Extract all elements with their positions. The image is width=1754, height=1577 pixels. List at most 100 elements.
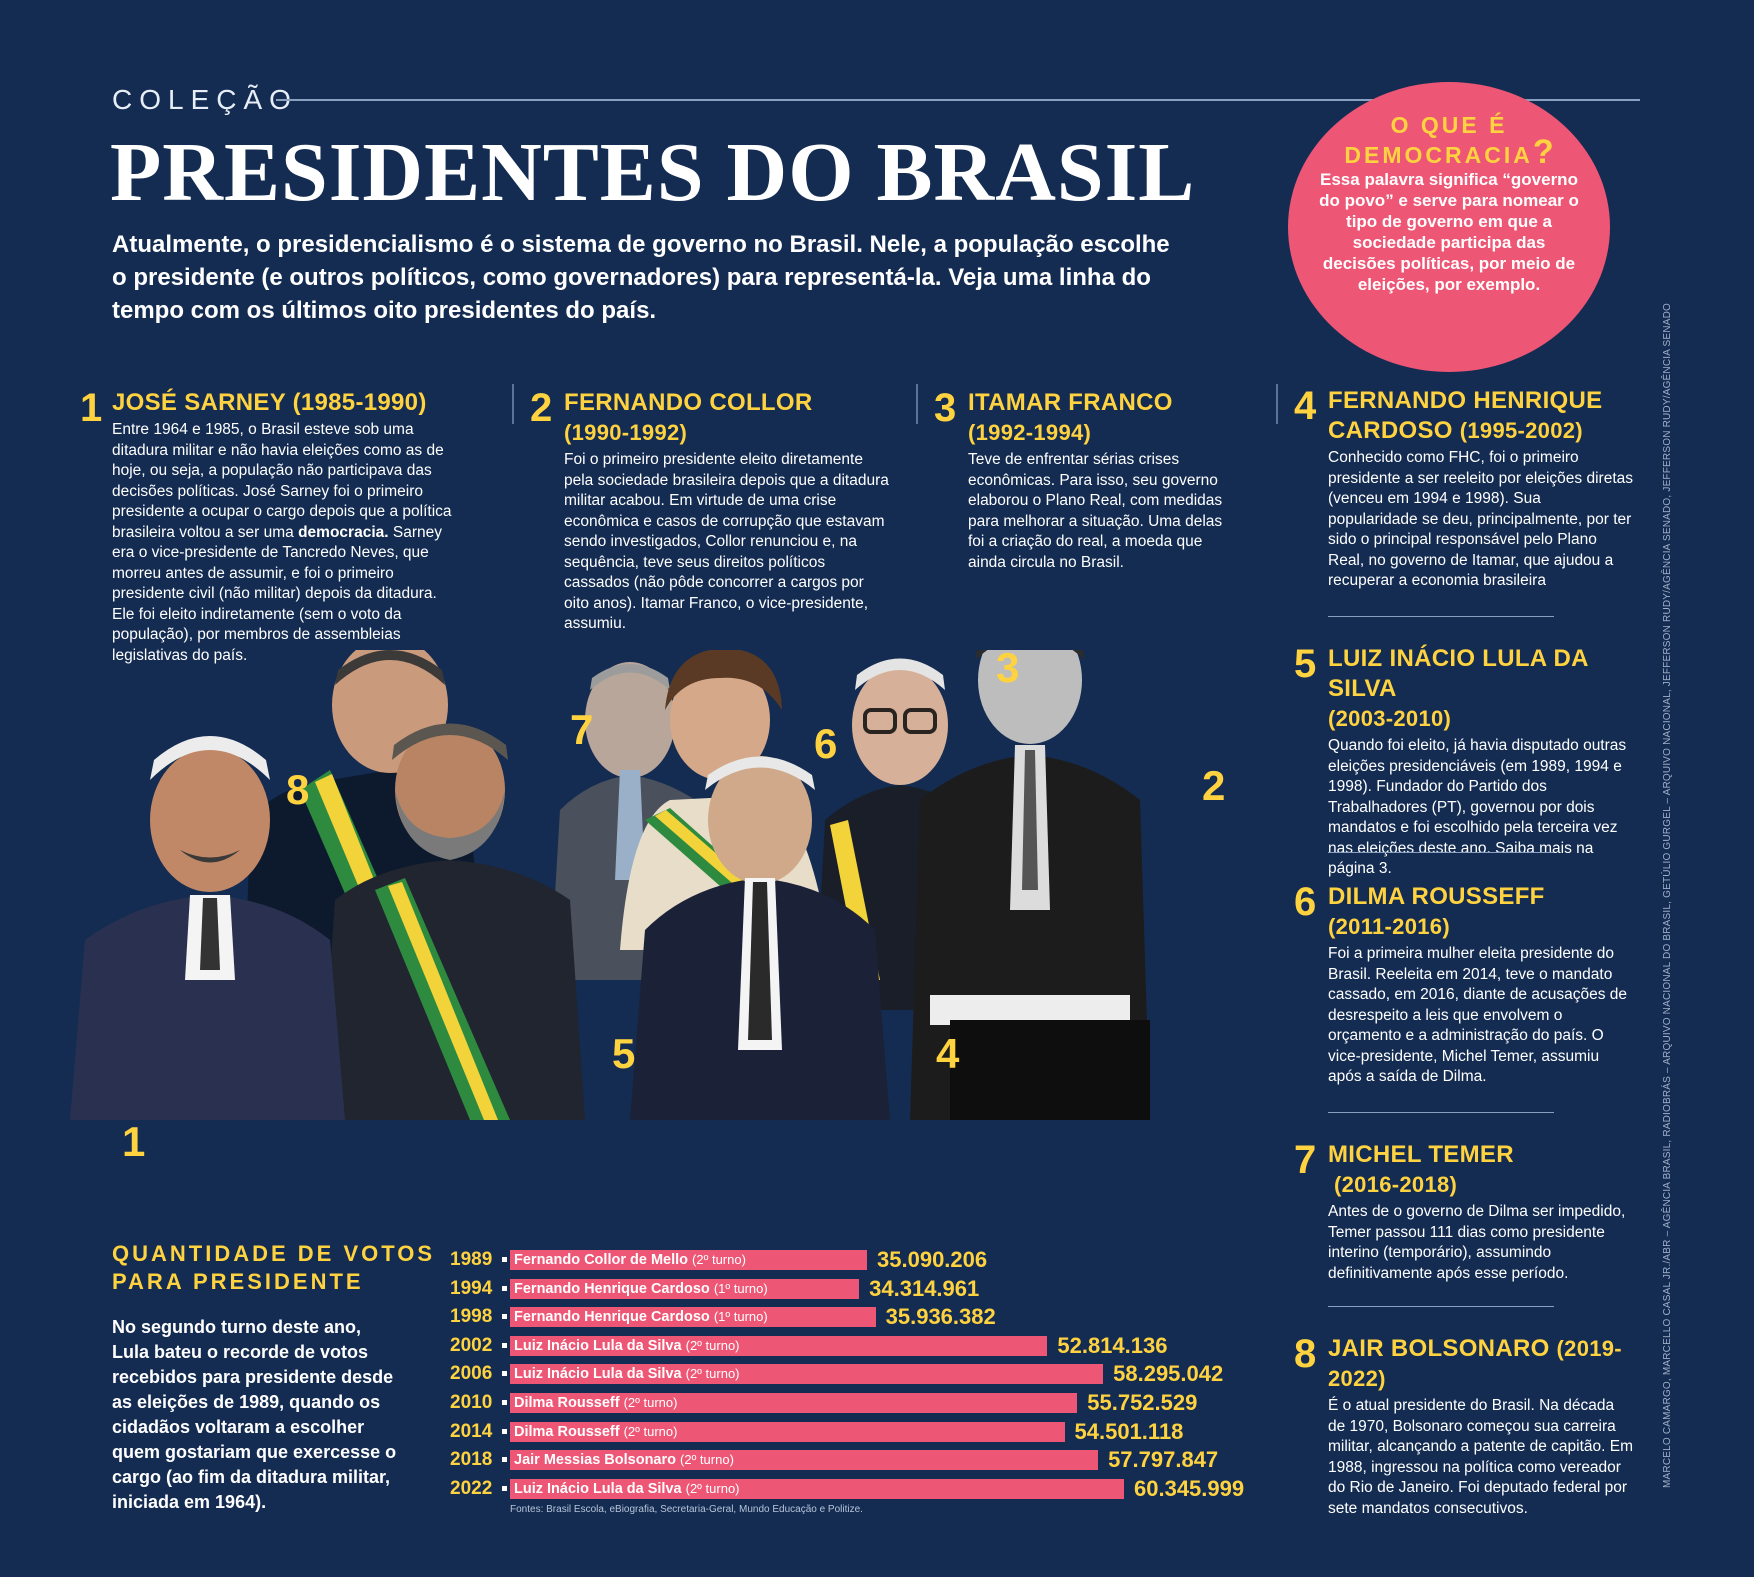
column-separator (512, 384, 514, 424)
question-mark: ? (1532, 133, 1554, 171)
vote-bar (510, 1393, 1078, 1413)
photo-label-6: 6 (814, 720, 838, 767)
presidents-photo-collage: 1 2 3 4 5 6 7 8 (70, 616, 1290, 1215)
president-bio: Teve de enfrentar sérias crises econômic… (968, 451, 1223, 571)
kicker-rule (276, 99, 1640, 101)
vote-row: 1994 Fernando Henrique Cardoso (1º turno)… (440, 1276, 1240, 1301)
figure-4 (630, 756, 890, 1120)
vote-bar (510, 1250, 868, 1270)
democracy-bubble: O QUE É DEMOCRACIA? Essa palavra signifi… (1288, 82, 1610, 372)
vote-year: 2010 (450, 1392, 493, 1413)
column-separator (1276, 384, 1278, 424)
president-years: (2016-2018) (1334, 1172, 1458, 1197)
vote-bar (510, 1364, 1104, 1385)
figure-5 (320, 723, 585, 1120)
candidate-label: Luiz Inácio Lula da Silva (2º turno) (514, 1336, 740, 1356)
vote-value: 52.814.136 (1057, 1332, 1168, 1358)
vote-year: 2018 (450, 1449, 493, 1471)
candidate-name: Luiz Inácio Lula da Silva (514, 1366, 686, 1383)
candidate-name: Luiz Inácio Lula da Silva (514, 1480, 686, 1497)
president-name: JOSÉ SARNEY (1985-1990) (112, 388, 460, 418)
entry-number: 4 (1294, 384, 1317, 428)
photo-credits: MARCELO CAMARGO, MARCELLO CASAL JR./ABR … (1662, 303, 1673, 1488)
years-text: (2019-2022) (1328, 1336, 1622, 1391)
election-round: (1º turno) (713, 1309, 768, 1325)
president-entry-2: 2 FERNANDO COLLOR (1990-1992) Foi o prim… (530, 388, 890, 635)
bullet-dot (502, 1457, 507, 1463)
page-title: PRESIDENTES DO BRASIL (110, 126, 1196, 219)
entry-divider (1328, 1306, 1554, 1307)
president-bio: Antes de o governo de Dilma ser impedido… (1328, 1203, 1626, 1282)
president-bio: Conhecido como FHC, foi o primeiro presi… (1328, 449, 1634, 589)
vote-bar (510, 1278, 860, 1299)
vote-value: 58.295.042 (1113, 1361, 1224, 1387)
candidate-label: Luiz Inácio Lula da Silva (2º turno) (514, 1364, 740, 1384)
bullet-dot (502, 1342, 507, 1348)
vote-bar (510, 1421, 1065, 1442)
bullet-dot (502, 1285, 507, 1291)
figure-2 (910, 616, 1150, 1120)
president-bio: É o atual presidente do Brasil. Na décad… (1328, 1397, 1634, 1517)
candidate-name: Fernando Henrique Cardoso (514, 1309, 714, 1326)
president-entry-7: 7 MICHEL TEMER (2016-2018) Antes de o go… (1294, 1140, 1634, 1284)
president-bio: Entre 1964 e 1985, o Brasil esteve sob u… (112, 420, 460, 666)
election-round: (2º turno) (623, 1423, 678, 1439)
vote-row: 2006 Luiz Inácio Lula da Silva (2º turno)… (440, 1361, 1240, 1387)
bullet-dot (502, 1485, 507, 1491)
president-name: FERNANDO HENRIQUE CARDOSO (1995-2002) (1328, 386, 1634, 446)
vote-year: 2002 (450, 1334, 493, 1356)
name-text: FERNANDO HENRIQUE CARDOSO (1328, 387, 1603, 444)
vote-year: 1998 (450, 1306, 493, 1328)
votes-title: QUANTIDADE DE VOTOS PARA PRESIDENTE (112, 1240, 435, 1296)
vote-row: 2022 Luiz Inácio Lula da Silva (2º turno)… (440, 1476, 1244, 1501)
vote-year: 1994 (450, 1277, 493, 1299)
entry-divider (1328, 616, 1554, 617)
candidate-name: Dilma Rousseff (514, 1395, 624, 1411)
election-round: (2º turno) (685, 1480, 740, 1496)
vote-value: 35.936.382 (885, 1304, 996, 1330)
collage-illustration (70, 616, 1150, 1120)
president-years: (1990-1992) (564, 420, 688, 445)
vote-year: 2022 (450, 1477, 493, 1499)
bullet-dot (502, 1400, 507, 1405)
bio-highlight: democracia. (298, 523, 389, 541)
candidate-label: Dilma Rousseff (2º turno) (514, 1393, 677, 1413)
photo-label-3: 3 (996, 644, 1020, 691)
candidate-label: Fernando Collor de Mello (2º turno) (514, 1250, 746, 1270)
election-round: (2º turno) (685, 1366, 740, 1382)
column-separator (916, 384, 918, 424)
collection-kicker: COLEÇÃO (112, 84, 298, 115)
vote-row: 1989 Fernando Collor de Mello (2º turno) 3… (440, 1247, 1240, 1272)
president-name: DILMA ROUSSEFF (1328, 883, 1545, 910)
election-round: (2º turno) (692, 1252, 746, 1267)
candidate-name: Fernando Collor de Mello (514, 1252, 693, 1268)
candidate-name: Luiz Inácio Lula da Silva (514, 1337, 686, 1354)
president-name: LUIZ INÁCIO LULA DA SILVA (1328, 645, 1588, 702)
photo-label-7: 7 (570, 706, 594, 753)
president-entry-4: 4 FERNANDO HENRIQUE CARDOSO (1995-2002) … (1294, 386, 1634, 592)
candidate-label: Fernando Henrique Cardoso (1º turno) (514, 1307, 768, 1327)
president-entry-6: 6 DILMA ROUSSEFF (2011-2016) Foi a prime… (1294, 882, 1634, 1088)
vote-value: 55.752.529 (1087, 1390, 1198, 1415)
name-text: JAIR BOLSONARO (1328, 1335, 1550, 1362)
candidate-label: Luiz Inácio Lula da Silva (2º turno) (514, 1479, 740, 1499)
vote-row: 2014 Dilma Rousseff (2º turno) 54.501.118 (440, 1418, 1240, 1444)
vote-value: 60.345.999 (1134, 1475, 1245, 1501)
candidate-name: Fernando Henrique Cardoso (514, 1280, 714, 1297)
photo-label-5: 5 (612, 1030, 636, 1077)
president-bio: Foi o primeiro presidente eleito diretam… (564, 451, 889, 632)
bullet-dot (502, 1314, 507, 1320)
candidate-label: Dilma Rousseff (2º turno) (514, 1422, 677, 1442)
candidate-name: Dilma Rousseff (514, 1423, 624, 1440)
years-text: (1995-2002) (1459, 418, 1583, 443)
election-round: (1º turno) (713, 1280, 768, 1296)
candidate-name: Jair Messias Bolsonaro (514, 1452, 681, 1469)
entry-number: 1 (80, 386, 103, 430)
vote-year: 2014 (450, 1420, 493, 1442)
president-entry-8: 8 JAIR BOLSONARO (2019-2022) É o atual p… (1294, 1334, 1634, 1519)
president-bio: Foi a primeira mulher eleita presidente … (1328, 945, 1628, 1085)
sources-note: Fontes: Brasil Escola, eBiografia, Secre… (510, 1504, 863, 1515)
election-round: (2º turno) (685, 1337, 740, 1353)
vote-value: 54.501.118 (1074, 1418, 1184, 1444)
entry-number: 5 (1294, 642, 1317, 686)
